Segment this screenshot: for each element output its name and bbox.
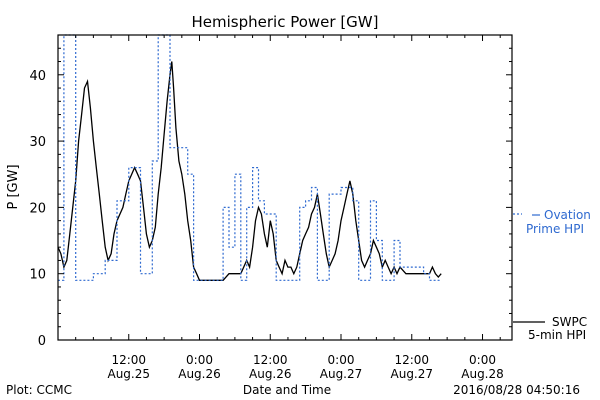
x-tick-time-label: 12:00 (111, 353, 146, 367)
plot-credit: Plot: CCMC (6, 383, 72, 397)
series-ovation-line (58, 34, 442, 281)
legend-swpc-label-2: 5-min HPI (528, 328, 586, 342)
x-tick-time-label: 0:00 (328, 353, 355, 367)
x-tick-date-label: Aug.26 (178, 367, 221, 381)
series-swpc-line (57, 61, 442, 281)
x-tick-time-label: 0:00 (186, 353, 213, 367)
y-tick-label: 30 (29, 135, 46, 150)
y-tick-label: 10 (29, 268, 46, 283)
legend-ovation-label-2: Prime HPI (526, 222, 584, 236)
plot-frame (57, 34, 513, 341)
plot-timestamp: 2016/08/28 04:50:16 (453, 383, 580, 397)
x-tick-date-label: Aug.28 (461, 367, 504, 381)
legend-ovation-label-1: Ovation (544, 208, 591, 222)
x-tick-date-label: Aug.26 (249, 367, 292, 381)
x-tick-date-label: Aug.27 (320, 367, 363, 381)
chart-legend: Ovation Prime HPI SWPC 5-min HPI (513, 208, 591, 342)
x-tick-time-label: 12:00 (253, 353, 288, 367)
chart-title: Hemispheric Power [GW] (192, 13, 379, 31)
y-tick-label: 20 (29, 201, 46, 216)
legend-swpc-label-1: SWPC (552, 315, 587, 329)
x-tick-date-label: Aug.27 (391, 367, 434, 381)
x-tick-time-label: 12:00 (394, 353, 429, 367)
y-axis-label: P [GW] (6, 164, 21, 209)
x-axis-label: Date and Time (243, 383, 331, 397)
y-tick-label: 40 (29, 69, 46, 84)
y-tick-label: 0 (38, 334, 46, 349)
x-tick-time-label: 0:00 (469, 353, 496, 367)
x-tick-date-label: Aug.25 (107, 367, 150, 381)
